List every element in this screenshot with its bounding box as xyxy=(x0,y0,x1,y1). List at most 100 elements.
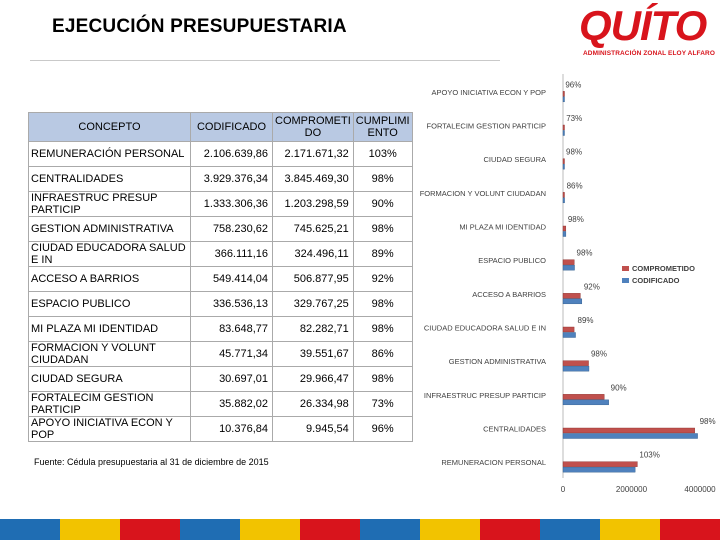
bar-codificado xyxy=(562,298,583,305)
data-label: 86% xyxy=(567,181,583,190)
category-label: REMUNERACION PERSONAL xyxy=(441,458,546,467)
data-label: 98% xyxy=(566,148,582,157)
category-label: MI PLAZA MI IDENTIDAD xyxy=(459,223,546,232)
color-strip-segment xyxy=(540,519,600,540)
bar-comprometido xyxy=(562,427,695,434)
color-strip-segment xyxy=(240,519,300,540)
codificado-cell: 366.111,16 xyxy=(190,241,273,267)
concept-cell: CIUDAD EDUCADORA SALUD E IN xyxy=(28,241,191,267)
data-label: 98% xyxy=(591,350,607,359)
category-label: ACCESO A BARRIOS xyxy=(472,290,546,299)
bar-codificado xyxy=(562,264,575,271)
brand-color-strip xyxy=(0,519,720,540)
data-label: 98% xyxy=(577,249,593,258)
table-row: CENTRALIDADES 3.929.376,34 3.845.469,30 98% xyxy=(28,166,413,192)
bar-codificado xyxy=(562,399,609,406)
comprometido-cell: 39.551,67 xyxy=(272,341,354,367)
category-label: GESTION ADMINISTRATIVA xyxy=(449,357,546,366)
bar-comprometido xyxy=(562,192,565,198)
column-header-cumplimiento: CUMPLIMI ENTO xyxy=(352,112,413,142)
comprometido-cell: 9.945,54 xyxy=(272,416,354,442)
data-label: 98% xyxy=(700,417,716,426)
data-label: 89% xyxy=(578,316,594,325)
category-label: CIUDAD EDUCADORA SALUD E IN xyxy=(424,324,546,333)
category-label: FORMACION Y VOLUNT CIUDADAN xyxy=(420,189,546,198)
color-strip-segment xyxy=(600,519,660,540)
color-strip-segment xyxy=(300,519,360,540)
table-row: CIUDAD SEGURA 30.697,01 29.966,47 98% xyxy=(28,366,413,392)
table-row: ACCESO A BARRIOS 549.414,04 506.877,95 92% xyxy=(28,266,413,292)
table-body: REMUNERACIÓN PERSONAL 2.106.639,86 2.171.6… xyxy=(28,141,413,442)
bar-comprometido xyxy=(562,225,567,232)
concept-cell: INFRAESTRUC PRESUP PARTICIP xyxy=(28,191,191,217)
table-row: CIUDAD EDUCADORA SALUD E IN 366.111,16 324… xyxy=(28,241,413,267)
logo-wordmark: QUÍTO xyxy=(579,2,707,49)
color-strip-segment xyxy=(60,519,120,540)
category-label: ESPACIO PUBLICO xyxy=(478,256,546,265)
comprometido-cell: 29.966,47 xyxy=(272,366,354,392)
bar-codificado xyxy=(562,197,565,204)
concept-cell: CENTRALIDADES xyxy=(28,166,191,192)
comprometido-cell: 329.767,25 xyxy=(272,291,354,317)
column-header-concepto: CONCEPTO xyxy=(28,112,191,142)
concept-cell: GESTION ADMINISTRATIVA xyxy=(28,216,191,242)
codificado-cell: 45.771,34 xyxy=(190,341,273,367)
concept-cell: REMUNERACIÓN PERSONAL xyxy=(28,141,191,167)
category-label: FORTALECIM GESTION PARTICIP xyxy=(427,122,546,131)
bar-comprometido xyxy=(562,124,565,131)
concept-cell: FORTALECIM GESTION PARTICIP xyxy=(28,391,191,417)
column-header-comprometido: COMPROMETI DO xyxy=(272,112,354,142)
bar-comprometido xyxy=(562,326,575,333)
data-label: 98% xyxy=(568,215,584,224)
data-label: 92% xyxy=(584,282,600,291)
cumplimiento-cell: 96% xyxy=(352,416,413,442)
codificado-cell: 549.414,04 xyxy=(190,266,273,292)
source-note: Fuente: Cédula presupuestaria al 31 de d… xyxy=(34,457,269,467)
legend-label: COMPROMETIDO xyxy=(632,264,695,273)
logo-subtitle: ADMINISTRACIÓN ZONAL ELOY ALFARO xyxy=(583,50,715,57)
bar-codificado xyxy=(562,231,567,237)
concept-cell: ACCESO A BARRIOS xyxy=(28,266,191,292)
comprometido-cell: 506.877,95 xyxy=(272,266,354,292)
column-header-codificado: CODIFICADO xyxy=(190,112,273,142)
x-tick-label: 2000000 xyxy=(616,485,648,494)
budget-table: CONCEPTO CODIFICADO COMPROMETI DO CUMPLI… xyxy=(28,112,413,442)
table-row: GESTION ADMINISTRATIVA 758.230,62 745.625,… xyxy=(28,216,413,242)
codificado-cell: 3.929.376,34 xyxy=(190,166,273,192)
concept-cell: APOYO INICIATIVA ECON Y POP xyxy=(28,416,191,442)
legend-swatch xyxy=(622,266,629,271)
bar-comprometido xyxy=(562,360,589,366)
color-strip-segment xyxy=(480,519,540,540)
table-row: FORTALECIM GESTION PARTICIP 35.882,02 26.3… xyxy=(28,391,413,417)
bar-comprometido xyxy=(562,394,605,400)
legend-label: CODIFICADO xyxy=(632,276,680,285)
codificado-cell: 1.333.306,36 xyxy=(190,191,273,217)
category-label: INFRAESTRUC PRESUP PARTICIP xyxy=(424,391,546,400)
legend-swatch xyxy=(622,278,629,283)
bar-comprometido xyxy=(562,293,581,299)
comprometido-cell: 745.625,21 xyxy=(272,216,354,242)
quito-logo: QUÍTO ADMINISTRACIÓN ZONAL ELOY ALFARO xyxy=(575,4,715,66)
color-strip-segment xyxy=(180,519,240,540)
bar-codificado xyxy=(562,433,698,439)
cumplimiento-cell: 92% xyxy=(352,266,413,292)
color-strip-segment xyxy=(120,519,180,540)
bar-comprometido xyxy=(562,91,565,97)
category-label: APOYO INICIATIVA ECON Y POP xyxy=(432,88,546,97)
bar-codificado xyxy=(562,332,576,338)
cumplimiento-cell: 90% xyxy=(352,191,413,217)
bar-codificado xyxy=(562,130,565,136)
cumplimiento-cell: 89% xyxy=(352,241,413,267)
concept-cell: CIUDAD SEGURA xyxy=(28,366,191,392)
concept-cell: FORMACION Y VOLUNT CIUDADAN xyxy=(28,341,191,367)
codificado-cell: 35.882,02 xyxy=(190,391,273,417)
comprometido-cell: 1.203.298,59 xyxy=(272,191,354,217)
page-title: EJECUCIÓN PRESUPUESTARIA xyxy=(52,16,347,37)
bar-codificado xyxy=(562,163,565,170)
color-strip-segment xyxy=(360,519,420,540)
concept-cell: MI PLAZA MI IDENTIDAD xyxy=(28,316,191,342)
data-label: 103% xyxy=(639,451,659,460)
x-tick-label: 4000000 xyxy=(684,485,716,494)
budget-bar-chart: APOYO INICIATIVA ECON Y POP 96% FORTALECIM… xyxy=(420,74,716,494)
comprometido-cell: 82.282,71 xyxy=(272,316,354,342)
